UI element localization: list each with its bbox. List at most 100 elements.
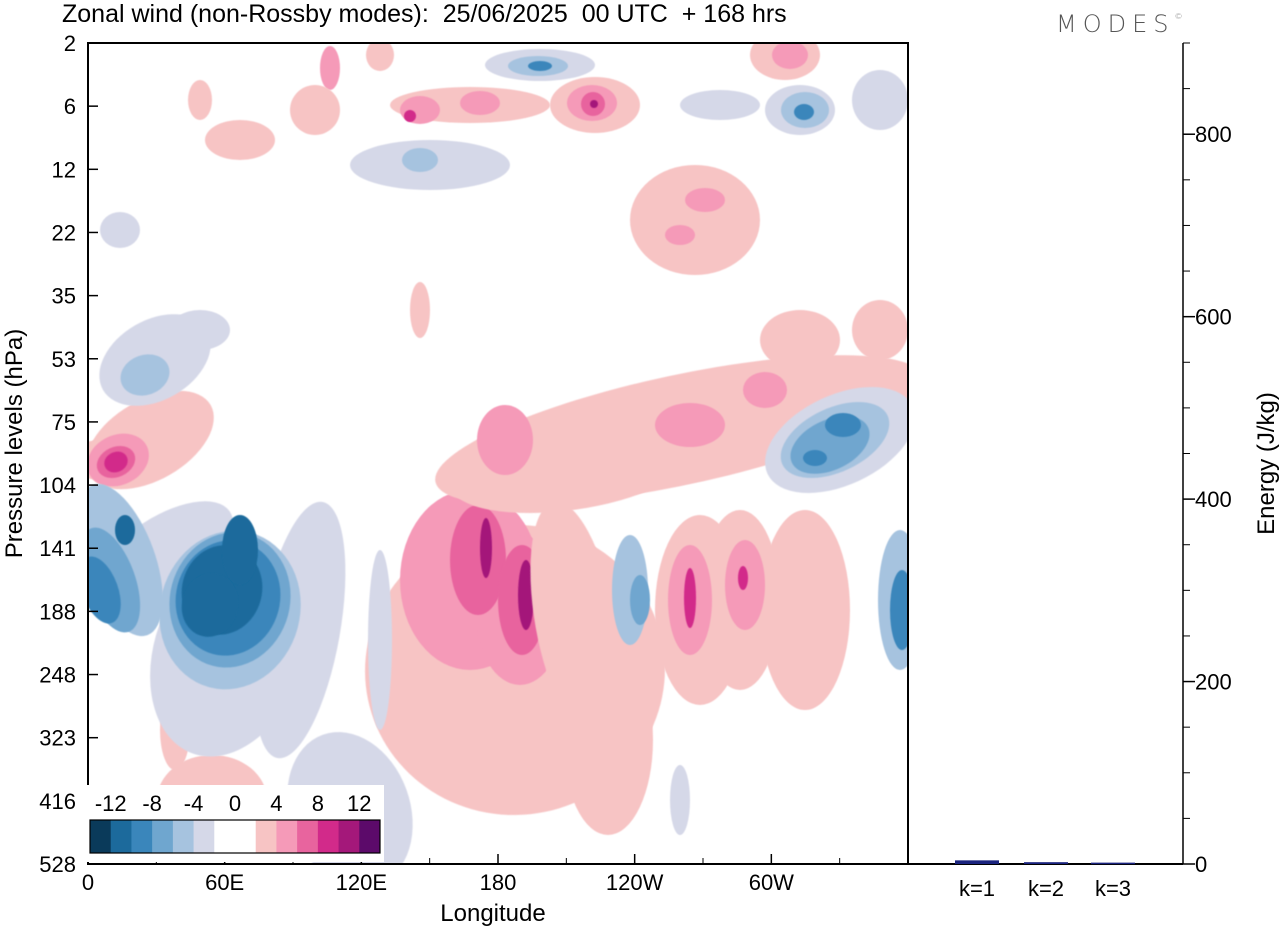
positive-contour-region [630,165,760,275]
negative-contour-region [794,104,814,120]
colorbar-swatch [131,820,153,853]
x-tick-label: 60E [205,870,244,895]
positive-contour-region [530,501,620,739]
energy-y-tick-label: 0 [1195,852,1207,877]
energy-category-label: k=3 [1095,876,1131,901]
colorbar-label: 12 [347,791,371,816]
colorbar-swatch [338,820,360,853]
y-tick-label: 12 [52,157,76,182]
x-tick-label: 120W [606,870,664,895]
colorbar-swatch [193,820,215,853]
negative-contour-region [402,148,438,172]
energy-y-axis-label: Energy (J/kg) [1253,392,1280,535]
positive-contour-region [685,188,725,212]
positive-contour-region [518,560,534,630]
colorbar-swatch [214,820,236,853]
colorbar-label: -12 [95,791,127,816]
positive-contour-region [320,46,340,90]
energy-bar-k-2 [1024,862,1068,864]
colorbar-label: -4 [184,791,204,816]
positive-contour-region [460,91,500,115]
heatmap-plot [88,43,908,864]
energy-category-label: k=1 [959,876,995,901]
negative-contour-region [368,550,392,730]
positive-contour-region [665,225,695,245]
energy-y-tick-label: 200 [1195,670,1232,695]
colorbar-label: 0 [229,791,241,816]
negative-contour-region [890,570,908,650]
energy-y-tick-label: 800 [1195,122,1232,147]
y-tick-label: 248 [39,663,76,688]
positive-contour-region [760,310,840,370]
positive-contour-region [290,85,340,135]
y-tick-label: 528 [39,852,76,877]
negative-contour-region [88,556,121,624]
positive-contour-region [760,510,850,710]
colorbar-swatch [255,820,277,853]
x-tick-label: 60W [749,870,794,895]
colorbar-swatch [359,820,381,853]
x-tick-label: 120E [336,870,387,895]
colorbar-label: -8 [142,791,162,816]
positive-contour-region [772,43,808,69]
y-axis-label: Pressure levels (hPa) [1,329,28,558]
positive-contour-region [366,43,394,71]
negative-contour-region [803,450,827,466]
positive-contour-region [590,100,598,108]
negative-contour-region [120,354,170,396]
positive-contour-region [410,282,430,338]
positive-contour-region [684,568,696,628]
positive-contour-region [404,110,416,122]
positive-contour-region [205,120,275,160]
y-tick-label: 35 [52,284,76,309]
positive-contour-region [743,372,787,408]
energy-bar-chart: 0 200 400 600 800 Energy (J/kg) k=1 k=2 k=3 [908,42,1280,901]
y-tick-label: 141 [39,536,76,561]
negative-contour-region [222,515,258,585]
positive-contour-region [477,405,533,475]
negative-contour-region [680,90,760,120]
positive-contour-region [655,403,725,447]
positive-contour-region [104,451,128,473]
y-tick-label: 75 [52,410,76,435]
negative-contour-region [670,765,690,835]
colorbar-label: 4 [270,791,282,816]
negative-contour-region [630,575,650,625]
colorbar: -12 -8 -4 0 4 8 12 [86,785,384,862]
negative-contour-region [528,61,552,71]
y-tick-label: 53 [52,347,76,372]
x-tick-label: 180 [480,870,517,895]
colorbar-label: 8 [312,791,324,816]
positive-contour-region [738,566,748,590]
negative-contour-region [100,212,140,248]
negative-contour-region [852,70,908,130]
y-tick-label: 104 [39,473,76,498]
y-tick-label: 188 [39,599,76,624]
positive-contour-region [188,80,212,120]
colorbar-swatch [172,820,195,853]
brand-logo: MODES© [1056,10,1183,38]
colorbar-swatch [317,820,340,853]
positive-contour-region [480,518,492,578]
y-tick-label: 416 [39,789,76,814]
colorbar-swatch [297,820,319,853]
energy-y-tick-label: 400 [1195,487,1232,512]
y-tick-label: 323 [39,726,76,751]
x-axis-label: Longitude [440,900,545,927]
colorbar-swatch [152,820,174,853]
positive-contour-region [852,300,908,360]
negative-contour-region [181,573,239,637]
energy-y-tick-label: 600 [1195,305,1232,330]
colorbar-swatch [235,820,257,853]
positive-contour-region [450,505,506,615]
y-tick-label: 6 [64,94,76,119]
negative-contour-region [825,413,861,437]
energy-bar-k-1 [955,860,999,864]
colorbar-swatch [90,820,112,853]
energy-category-label: k=2 [1028,876,1064,901]
chart-title: Zonal wind (non-Rossby modes): 25/06/202… [62,0,787,28]
energy-bar-k-3 [1091,862,1135,865]
y-tick-label: 2 [64,31,76,56]
